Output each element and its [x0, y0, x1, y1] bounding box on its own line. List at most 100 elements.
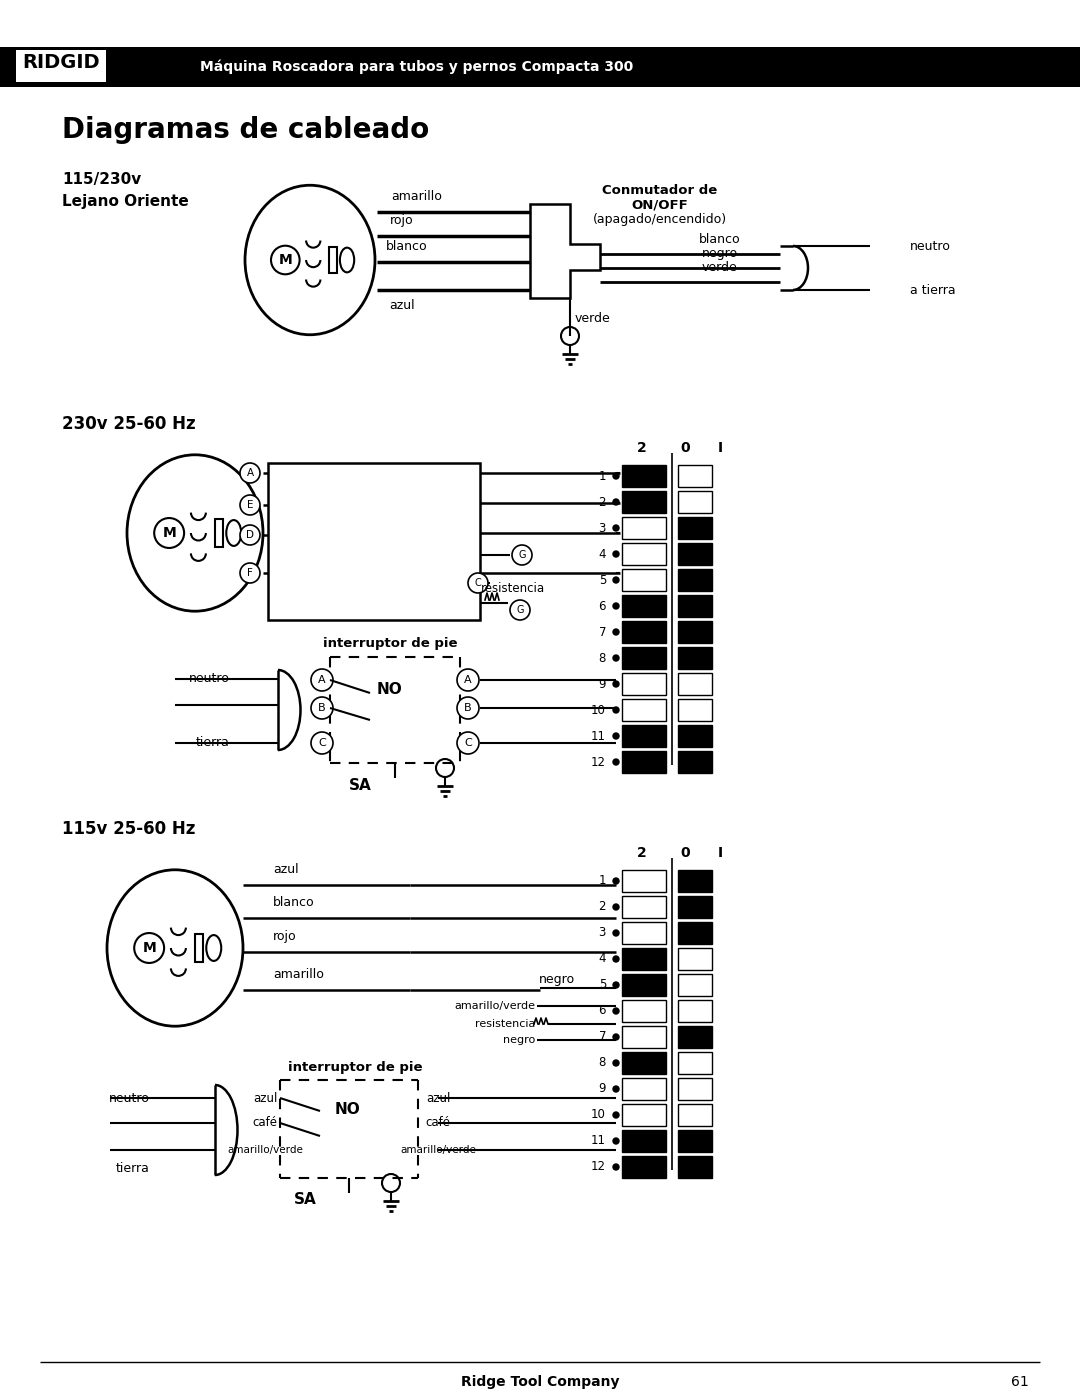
- Text: 12: 12: [591, 1161, 606, 1173]
- Bar: [622, 1052, 666, 1074]
- Circle shape: [613, 956, 619, 963]
- Circle shape: [311, 732, 333, 754]
- Bar: [622, 490, 666, 513]
- Text: 11: 11: [591, 1134, 606, 1147]
- Bar: [0, 47, 1080, 87]
- Bar: [678, 595, 712, 617]
- Bar: [622, 974, 666, 996]
- Circle shape: [613, 474, 619, 479]
- Text: interruptor de pie: interruptor de pie: [323, 637, 457, 650]
- Text: Diagramas de cableado: Diagramas de cableado: [62, 116, 429, 144]
- Text: B: B: [319, 703, 326, 712]
- Bar: [678, 725, 712, 747]
- Circle shape: [457, 697, 480, 719]
- Bar: [622, 622, 666, 643]
- Circle shape: [613, 1034, 619, 1039]
- Text: C: C: [464, 738, 472, 747]
- Bar: [678, 1025, 712, 1048]
- Text: amarillo/verde: amarillo/verde: [227, 1146, 302, 1155]
- Bar: [678, 752, 712, 773]
- Bar: [622, 595, 666, 617]
- Text: SA: SA: [294, 1193, 316, 1207]
- Text: blanco: blanco: [387, 240, 428, 253]
- Text: 10: 10: [591, 704, 606, 717]
- Circle shape: [613, 1060, 619, 1066]
- Bar: [622, 698, 666, 721]
- Text: neutro: neutro: [189, 672, 230, 686]
- Text: amarillo/verde: amarillo/verde: [454, 1002, 535, 1011]
- Text: interruptor de pie: interruptor de pie: [287, 1062, 422, 1074]
- Text: NO: NO: [377, 682, 403, 697]
- Text: tierra: tierra: [197, 736, 230, 750]
- Bar: [622, 1000, 666, 1023]
- Circle shape: [613, 759, 619, 766]
- Bar: [622, 543, 666, 564]
- Text: tierra: tierra: [117, 1161, 150, 1175]
- Circle shape: [613, 982, 619, 988]
- Text: amarillo: amarillo: [273, 968, 324, 981]
- Text: verde: verde: [702, 261, 738, 274]
- Circle shape: [613, 904, 619, 909]
- Text: 2: 2: [637, 441, 647, 455]
- Bar: [678, 647, 712, 669]
- Bar: [678, 1000, 712, 1023]
- Text: 9: 9: [598, 678, 606, 690]
- Bar: [622, 895, 666, 918]
- Bar: [622, 870, 666, 893]
- Text: 4: 4: [598, 548, 606, 560]
- Circle shape: [468, 573, 488, 592]
- Text: 6: 6: [598, 1004, 606, 1017]
- Circle shape: [240, 462, 260, 483]
- Circle shape: [311, 669, 333, 692]
- Text: 115v 25-60 Hz: 115v 25-60 Hz: [62, 820, 195, 838]
- Bar: [678, 1078, 712, 1099]
- Text: negro: negro: [539, 974, 575, 986]
- Circle shape: [613, 550, 619, 557]
- Bar: [622, 465, 666, 488]
- Bar: [622, 752, 666, 773]
- Text: I: I: [717, 847, 723, 861]
- Text: 8: 8: [598, 1056, 606, 1070]
- Text: 1: 1: [598, 875, 606, 887]
- Bar: [622, 647, 666, 669]
- Circle shape: [510, 599, 530, 620]
- Circle shape: [240, 525, 260, 545]
- Text: 12: 12: [591, 756, 606, 768]
- Text: resistencia: resistencia: [481, 581, 545, 595]
- Text: ON/OFF: ON/OFF: [632, 198, 688, 211]
- Text: 6: 6: [598, 599, 606, 612]
- Bar: [678, 949, 712, 970]
- Text: rojo: rojo: [273, 930, 297, 943]
- Text: 7: 7: [598, 626, 606, 638]
- Bar: [622, 725, 666, 747]
- Text: 7: 7: [598, 1031, 606, 1044]
- Text: amarillo: amarillo: [392, 190, 443, 203]
- Text: 2: 2: [598, 901, 606, 914]
- Text: B: B: [464, 703, 472, 712]
- Circle shape: [240, 563, 260, 583]
- Text: G: G: [516, 605, 524, 615]
- Text: SA: SA: [349, 778, 372, 792]
- Bar: [622, 949, 666, 970]
- Bar: [678, 895, 712, 918]
- Text: I: I: [717, 441, 723, 455]
- Bar: [328, 247, 337, 272]
- Circle shape: [613, 1112, 619, 1118]
- Circle shape: [613, 604, 619, 609]
- Text: verde: verde: [575, 312, 611, 324]
- Text: G: G: [518, 550, 526, 560]
- Text: azul: azul: [253, 1091, 278, 1105]
- Bar: [622, 1130, 666, 1153]
- Bar: [622, 1155, 666, 1178]
- Bar: [194, 935, 203, 961]
- Bar: [622, 1025, 666, 1048]
- Bar: [268, 462, 480, 620]
- Text: amarillo/verde: amarillo/verde: [400, 1146, 476, 1155]
- Text: 61: 61: [1011, 1375, 1029, 1389]
- Text: 3: 3: [598, 521, 606, 535]
- Text: 5: 5: [598, 574, 606, 587]
- Bar: [215, 520, 222, 546]
- Circle shape: [613, 629, 619, 636]
- Text: M: M: [143, 942, 156, 956]
- Circle shape: [613, 733, 619, 739]
